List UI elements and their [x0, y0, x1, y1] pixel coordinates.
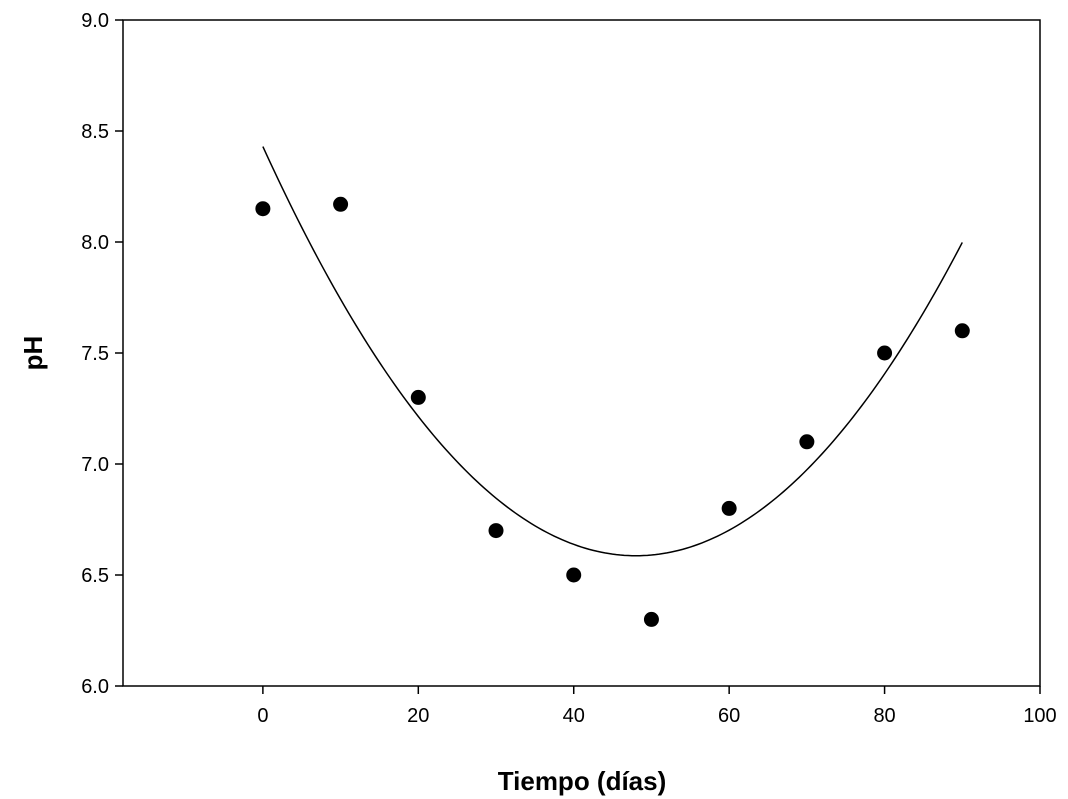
x-tick-label: 80 — [873, 705, 895, 727]
data-point — [333, 196, 349, 212]
y-axis: 6.0 6.5 7.0 7.5 8.0 8.5 9.0 — [81, 10, 123, 698]
x-tick-label: 100 — [1023, 705, 1056, 727]
y-tick-label: 8.0 — [81, 232, 109, 254]
y-tick-label: 9.0 — [81, 10, 109, 32]
data-point — [488, 523, 504, 539]
data-point — [954, 323, 970, 339]
plot-frame — [122, 19, 1041, 687]
data-point — [566, 567, 582, 583]
y-axis-title: pH — [18, 336, 48, 371]
x-tick-label: 0 — [257, 705, 268, 727]
x-tick-label: 20 — [407, 705, 429, 727]
x-tick-label: 60 — [718, 705, 740, 727]
x-tick-label: 40 — [563, 705, 585, 727]
y-tick-label: 7.5 — [81, 343, 109, 365]
data-point — [799, 434, 815, 450]
data-point — [877, 345, 893, 361]
y-tick-label: 6.0 — [81, 676, 109, 698]
data-point — [410, 389, 426, 405]
data-point — [643, 611, 659, 627]
data-point — [255, 201, 271, 217]
fit-curve — [262, 146, 963, 557]
y-tick-label: 7.0 — [81, 454, 109, 476]
x-axis-title: Tiempo (días) — [498, 766, 667, 796]
y-tick-label: 8.5 — [81, 121, 109, 143]
data-points — [255, 196, 970, 627]
x-axis: 0 20 40 60 80 100 — [257, 686, 1057, 727]
data-point — [721, 500, 737, 516]
y-tick-label: 6.5 — [81, 565, 109, 587]
